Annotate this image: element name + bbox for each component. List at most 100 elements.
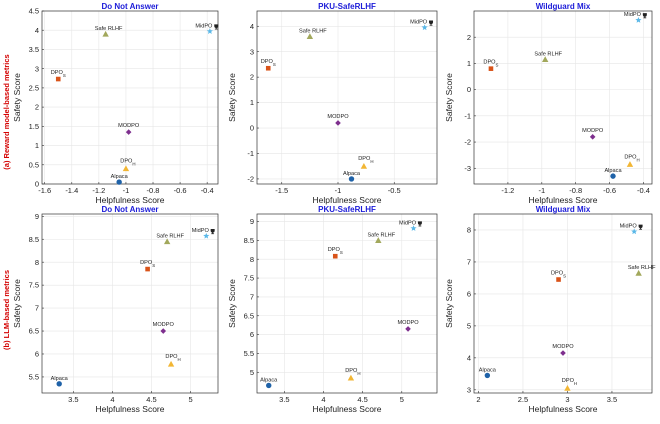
point-label-subscript: H xyxy=(132,161,135,166)
plot-area xyxy=(474,11,652,184)
panel-4: 3.5 4 4.5 5 5 5.5 6 6.5 7 7.5 8 8.5 9 PKU-SafeRLHF Hel… xyxy=(227,205,438,414)
plot-area xyxy=(42,214,218,393)
point-label-subscript: H xyxy=(357,370,360,375)
y-tick-label: -1 xyxy=(247,149,254,158)
y-tick-label: 8.5 xyxy=(244,236,254,245)
y-tick-label: 5.5 xyxy=(244,349,254,358)
marker-midpo xyxy=(635,16,642,23)
y-tick-label: 3 xyxy=(250,47,254,56)
y-tick-label: 0 xyxy=(467,85,471,94)
x-tick-label: -0.4 xyxy=(201,186,214,195)
point-label-modpo: MODPO xyxy=(118,123,140,129)
y-tick-label: 8 xyxy=(467,226,471,235)
point-label-midpo: MidPO xyxy=(195,23,213,29)
axes-frame xyxy=(256,10,438,185)
x-tick-label: -0.6 xyxy=(174,186,187,195)
axes-frame xyxy=(473,10,653,185)
marker-dpo-h xyxy=(167,360,175,367)
plot-area xyxy=(257,214,437,393)
y-axis-label: Safety Score xyxy=(444,73,454,122)
y-tick-label: -2 xyxy=(464,138,471,147)
point-label-dpo-h: DPOH xyxy=(120,159,135,167)
x-tick-label: 3.5 xyxy=(607,395,617,404)
y-tick-label: 6.5 xyxy=(29,327,39,336)
marker-dpo-s xyxy=(265,65,271,71)
axes-frame xyxy=(256,213,438,394)
x-tick-label: 3 xyxy=(565,395,569,404)
point-label-modpo: MODPO xyxy=(552,344,574,350)
y-tick-label: -2 xyxy=(247,175,254,184)
point-label-dpo-s: DPOS xyxy=(51,70,66,78)
plot-area xyxy=(42,11,218,184)
y-axis-label: Safety Score xyxy=(12,279,22,328)
marker-midpo xyxy=(203,232,210,239)
point-label-dpo-h: DPOH xyxy=(345,368,360,376)
y-tick-label: -3 xyxy=(464,164,471,173)
x-tick-label: -0.6 xyxy=(603,186,616,195)
marker-dpo-h xyxy=(360,162,368,169)
x-tick-label: 3.5 xyxy=(68,395,78,404)
x-tick-label: -1.5 xyxy=(275,186,288,195)
point-label-dpo-h: DPOH xyxy=(358,156,373,164)
x-tick-label: 2.5 xyxy=(518,395,528,404)
point-label-subscript: S xyxy=(152,263,155,268)
y-tick-label: 6.5 xyxy=(244,311,254,320)
marker-midpo xyxy=(631,228,638,235)
point-label-dpo-s: DPOS xyxy=(328,247,343,255)
marker-midpo xyxy=(206,28,213,34)
x-tick-label: -0.5 xyxy=(388,186,401,195)
marker-safe-rlhf xyxy=(306,33,314,40)
panels: -1.6 -1.4 -1.2 -1 -0.8 -0.6 -0.4 0 0.5 1 1.5 2 2.5 3 3… xyxy=(12,2,656,414)
panel-title: PKU-SafeRLHF xyxy=(318,205,376,214)
axes-frame xyxy=(41,10,219,185)
trophy-icon xyxy=(642,13,647,19)
x-tick-label: -1.2 xyxy=(501,186,514,195)
trophy-icon xyxy=(210,229,215,235)
marker-dpo-s xyxy=(488,66,494,71)
panel-title: Do Not Answer xyxy=(101,205,158,214)
y-tick-label: 4 xyxy=(250,22,254,31)
axes-frame xyxy=(473,213,653,394)
x-tick-label: 2 xyxy=(476,395,480,404)
axes-frame xyxy=(41,213,219,394)
y-tick-label: 6 xyxy=(250,330,254,339)
point-label-dpo-h: DPOH xyxy=(624,154,639,162)
x-tick-label: 4.5 xyxy=(146,395,156,404)
y-tick-label: 0.5 xyxy=(29,160,39,169)
point-label-subscript: S xyxy=(273,62,276,67)
y-tick-label: 7.5 xyxy=(244,274,254,283)
y-tick-label: -1 xyxy=(464,111,471,120)
marker-safe-rlhf xyxy=(375,237,382,243)
point-label-subscript: H xyxy=(574,381,577,386)
y-tick-label: 8 xyxy=(35,258,39,267)
x-tick-label: 3.5 xyxy=(279,395,289,404)
point-label-midpo: MidPO xyxy=(399,220,417,226)
point-label-dpo-h: DPOH xyxy=(562,378,577,386)
y-tick-label: 4.5 xyxy=(29,7,39,16)
point-label-alpaca: Alpaca xyxy=(260,377,278,383)
y-tick-label: 9 xyxy=(35,212,39,221)
marker-midpo xyxy=(410,225,417,231)
marker-safe-rlhf xyxy=(102,30,109,37)
x-tick-label: -1.4 xyxy=(65,186,78,195)
point-label-alpaca: Alpaca xyxy=(111,174,129,180)
point-label-dpo-h: DPOH xyxy=(165,354,180,362)
panel-5: 2 2.5 3 3.5 3 4 5 6 7 8 Wildguard Mix Helpfulness S… xyxy=(444,205,656,414)
y-tick-label: 2.5 xyxy=(29,83,39,92)
point-label-modpo: MODPO xyxy=(327,114,349,120)
point-label-safe-rlhf: Safe RLHF xyxy=(628,265,656,271)
point-label-midpo: MidPO xyxy=(620,224,638,230)
point-label-alpaca: Alpaca xyxy=(343,171,361,177)
marker-modpo xyxy=(160,328,167,334)
marker-dpo-s xyxy=(556,277,561,282)
marker-modpo xyxy=(405,326,411,332)
x-tick-label: -0.4 xyxy=(637,186,650,195)
y-tick-label: 1 xyxy=(250,98,254,107)
point-label-subscript: S xyxy=(63,73,66,78)
x-axis-label: Helpfulness Score xyxy=(96,404,165,414)
panel-title: Wildguard Mix xyxy=(536,2,591,11)
x-tick-label: -1 xyxy=(538,186,545,195)
x-axis-label: Helpfulness Score xyxy=(96,195,165,205)
y-axis-label: Safety Score xyxy=(12,73,22,122)
point-label-dpo-s: DPOS xyxy=(261,59,276,67)
